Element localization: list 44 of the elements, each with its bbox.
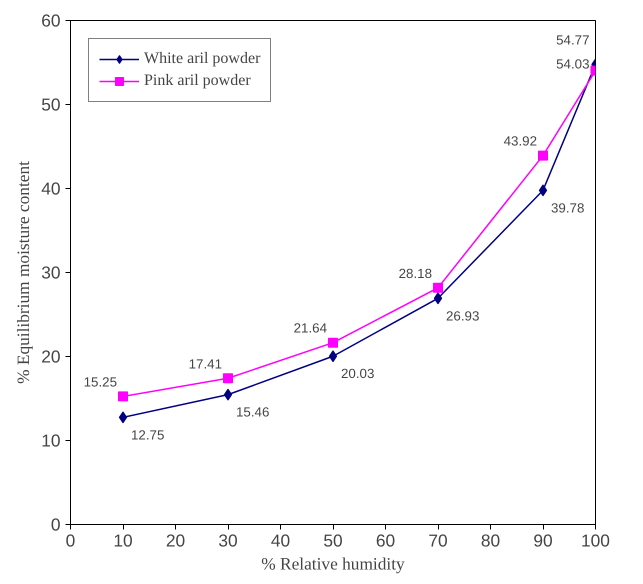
data-label: 15.25 — [84, 374, 118, 390]
y-tick-label: 60 — [41, 10, 61, 30]
x-tick-label: 60 — [376, 530, 396, 550]
x-tick-label: 80 — [480, 530, 500, 550]
y-axis-title: % Equilibrium moisture content — [14, 160, 34, 384]
y-tick-label: 50 — [41, 94, 61, 114]
legend-label: White aril powder — [144, 50, 260, 68]
data-label: 12.75 — [131, 427, 164, 442]
data-label: 54.03 — [556, 56, 590, 72]
point — [328, 338, 338, 348]
x-axis-title: % Relative humidity — [261, 554, 406, 574]
point — [118, 411, 128, 424]
x-tick-label: 0 — [66, 530, 76, 550]
data-label: 43.92 — [504, 134, 538, 149]
data-label: 20.03 — [341, 366, 374, 382]
point — [223, 373, 233, 384]
x-tick-label: 30 — [218, 530, 238, 550]
x-tick-label: 20 — [166, 530, 186, 550]
point — [433, 282, 443, 293]
x-tick-label: 10 — [113, 530, 133, 550]
point — [224, 388, 232, 401]
point — [538, 184, 548, 196]
y-tick-label: 40 — [41, 178, 61, 198]
x-tick-label: 50 — [323, 530, 343, 550]
legend-label: Pink aril powder — [144, 72, 251, 90]
point — [434, 292, 442, 304]
data-label: 26.93 — [446, 308, 480, 324]
x-tick-label: 40 — [270, 530, 290, 550]
x-tick-label: 90 — [533, 530, 553, 550]
point — [538, 150, 548, 161]
x-tick-label: 70 — [428, 530, 448, 550]
data-label: 15.46 — [236, 404, 270, 420]
y-tick-label: 10 — [41, 430, 61, 450]
point — [328, 350, 338, 362]
point — [118, 391, 128, 402]
data-label: 28.18 — [398, 266, 432, 281]
data-label: 54.77 — [556, 32, 590, 48]
y-tick-label: 0 — [50, 514, 61, 534]
data-label: 17.41 — [188, 356, 222, 372]
data-label: 21.64 — [294, 320, 328, 336]
y-tick-label: 30 — [41, 262, 61, 282]
y-tick-label: 20 — [41, 346, 61, 366]
data-label: 39.78 — [551, 200, 584, 216]
x-tick-label: 100 — [581, 530, 610, 550]
